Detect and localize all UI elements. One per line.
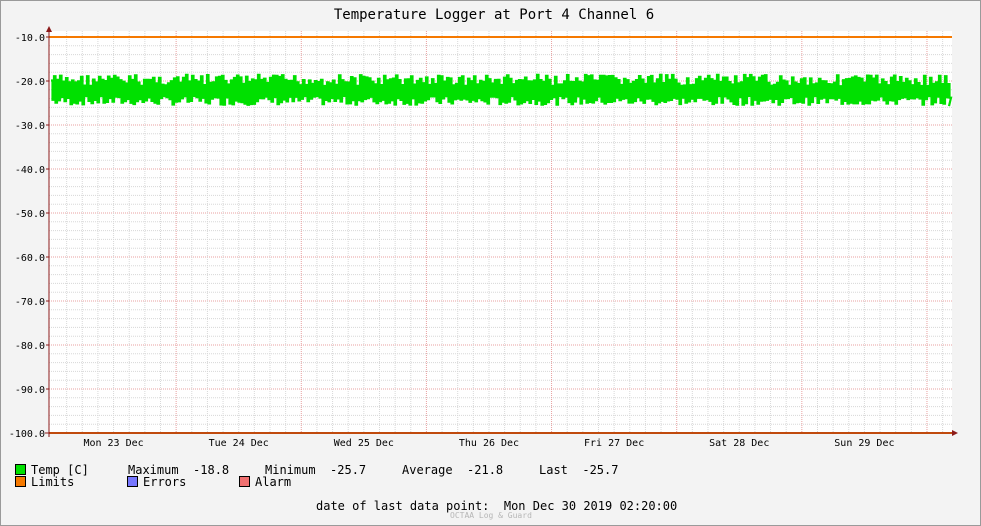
stat-last: Last -25.7 bbox=[539, 463, 618, 477]
alarm-swatch bbox=[239, 476, 250, 487]
x-axis-arrow bbox=[952, 430, 958, 436]
min-value: -25.7 bbox=[330, 463, 367, 477]
legend-alarm-label: Alarm bbox=[255, 475, 292, 489]
date-label: date of last data point: bbox=[316, 499, 490, 513]
axes bbox=[45, 26, 958, 437]
y-axis-arrow bbox=[46, 26, 52, 32]
last-label: Last bbox=[539, 463, 568, 477]
min-label: Minimum bbox=[265, 463, 316, 477]
date-value: Mon Dec 30 2019 02:20:00 bbox=[503, 499, 678, 513]
legend-errors-label: Errors bbox=[143, 475, 187, 489]
y-tick-label: -20.0 bbox=[15, 77, 45, 88]
avg-value: -21.8 bbox=[467, 463, 504, 477]
legend-limits-label: Limits bbox=[31, 475, 75, 489]
max-label: Maximum bbox=[128, 463, 179, 477]
y-tick-label: -10.0 bbox=[15, 33, 45, 44]
legend-row-limits: Limits bbox=[15, 475, 74, 489]
stat-minimum: Minimum -25.7 bbox=[265, 463, 366, 477]
last-value: -25.7 bbox=[582, 463, 619, 477]
x-tick-label: Mon 23 Dec bbox=[83, 438, 143, 449]
stat-maximum: Maximum -18.8 bbox=[128, 463, 229, 477]
x-tick-label: Sun 29 Dec bbox=[834, 438, 894, 449]
y-tick-label: -30.0 bbox=[15, 121, 45, 132]
x-tick-label: Thu 26 Dec bbox=[459, 438, 519, 449]
temp-swatch bbox=[15, 464, 26, 475]
y-tick-label: -50.0 bbox=[15, 209, 45, 220]
x-tick-label: Wed 25 Dec bbox=[334, 438, 394, 449]
last-data-point: date of last data point: Mon Dec 30 2019… bbox=[316, 499, 677, 513]
x-tick-label: Sat 28 Dec bbox=[709, 438, 769, 449]
y-tick-label: -70.0 bbox=[15, 297, 45, 308]
legend-row-alarm: Alarm bbox=[239, 475, 291, 489]
max-value: -18.8 bbox=[193, 463, 230, 477]
stat-average: Average -21.8 bbox=[402, 463, 503, 477]
limits-swatch bbox=[15, 476, 26, 487]
x-tick-label: Fri 27 Dec bbox=[584, 438, 644, 449]
x-tick-label: Tue 24 Dec bbox=[209, 438, 269, 449]
x-tick-labels: Mon 23 Dec Tue 24 Dec Wed 25 Dec Thu 26 Dec… bbox=[83, 438, 894, 449]
errors-swatch bbox=[127, 476, 138, 487]
legend-row-temp: Temp [C] bbox=[15, 463, 89, 477]
y-tick-labels: -10.0 -20.0 -30.0 -40.0 -50.0 -60.0 -70.0 -80.0… bbox=[9, 33, 45, 440]
legend-row-errors: Errors bbox=[127, 475, 186, 489]
y-tick-label: -90.0 bbox=[15, 385, 45, 396]
y-tick-label: -60.0 bbox=[15, 253, 45, 264]
temp-line bbox=[51, 73, 953, 107]
credit-text: OCTAA Log & Guard bbox=[450, 511, 532, 520]
chart-title: Temperature Logger at Port 4 Channel 6 bbox=[334, 7, 654, 23]
y-tick-label: -80.0 bbox=[15, 341, 45, 352]
avg-label: Average bbox=[402, 463, 453, 477]
temp-series bbox=[51, 73, 953, 107]
legend-temp-label: Temp [C] bbox=[31, 463, 89, 477]
y-tick-label: -100.0 bbox=[9, 429, 45, 440]
y-tick-label: -40.0 bbox=[15, 165, 45, 176]
